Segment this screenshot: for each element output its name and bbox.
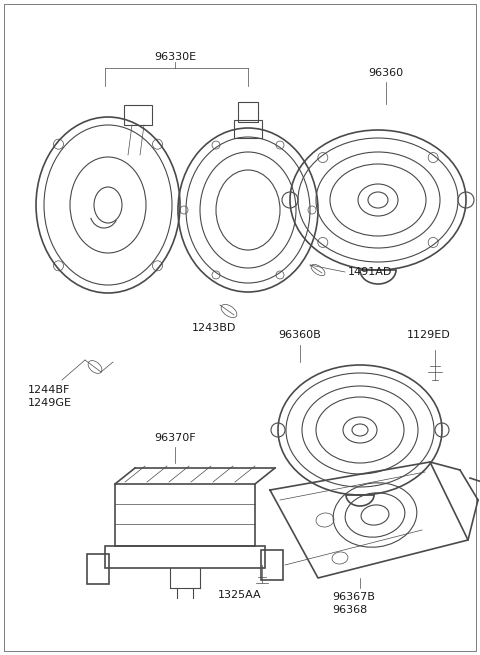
Text: 96367B: 96367B	[332, 592, 375, 602]
Text: 96360B: 96360B	[278, 330, 322, 340]
Text: 96368: 96368	[332, 605, 367, 615]
Bar	[234, 120, 262, 138]
Bar	[105, 546, 265, 568]
Text: 96330E: 96330E	[154, 52, 196, 62]
Text: 1249GE: 1249GE	[28, 398, 72, 408]
Bar	[87, 554, 109, 584]
Text: 1244BF: 1244BF	[28, 385, 71, 395]
Text: 1491AD: 1491AD	[348, 267, 392, 277]
Bar	[115, 484, 255, 546]
Text: 1243BD: 1243BD	[192, 323, 236, 333]
Text: 1129ED: 1129ED	[407, 330, 451, 340]
Text: 1325AA: 1325AA	[218, 590, 262, 600]
Bar	[261, 550, 283, 580]
Text: 96370F: 96370F	[154, 433, 196, 443]
Bar	[124, 105, 152, 125]
Bar	[238, 102, 258, 122]
Text: 96360: 96360	[369, 68, 404, 78]
